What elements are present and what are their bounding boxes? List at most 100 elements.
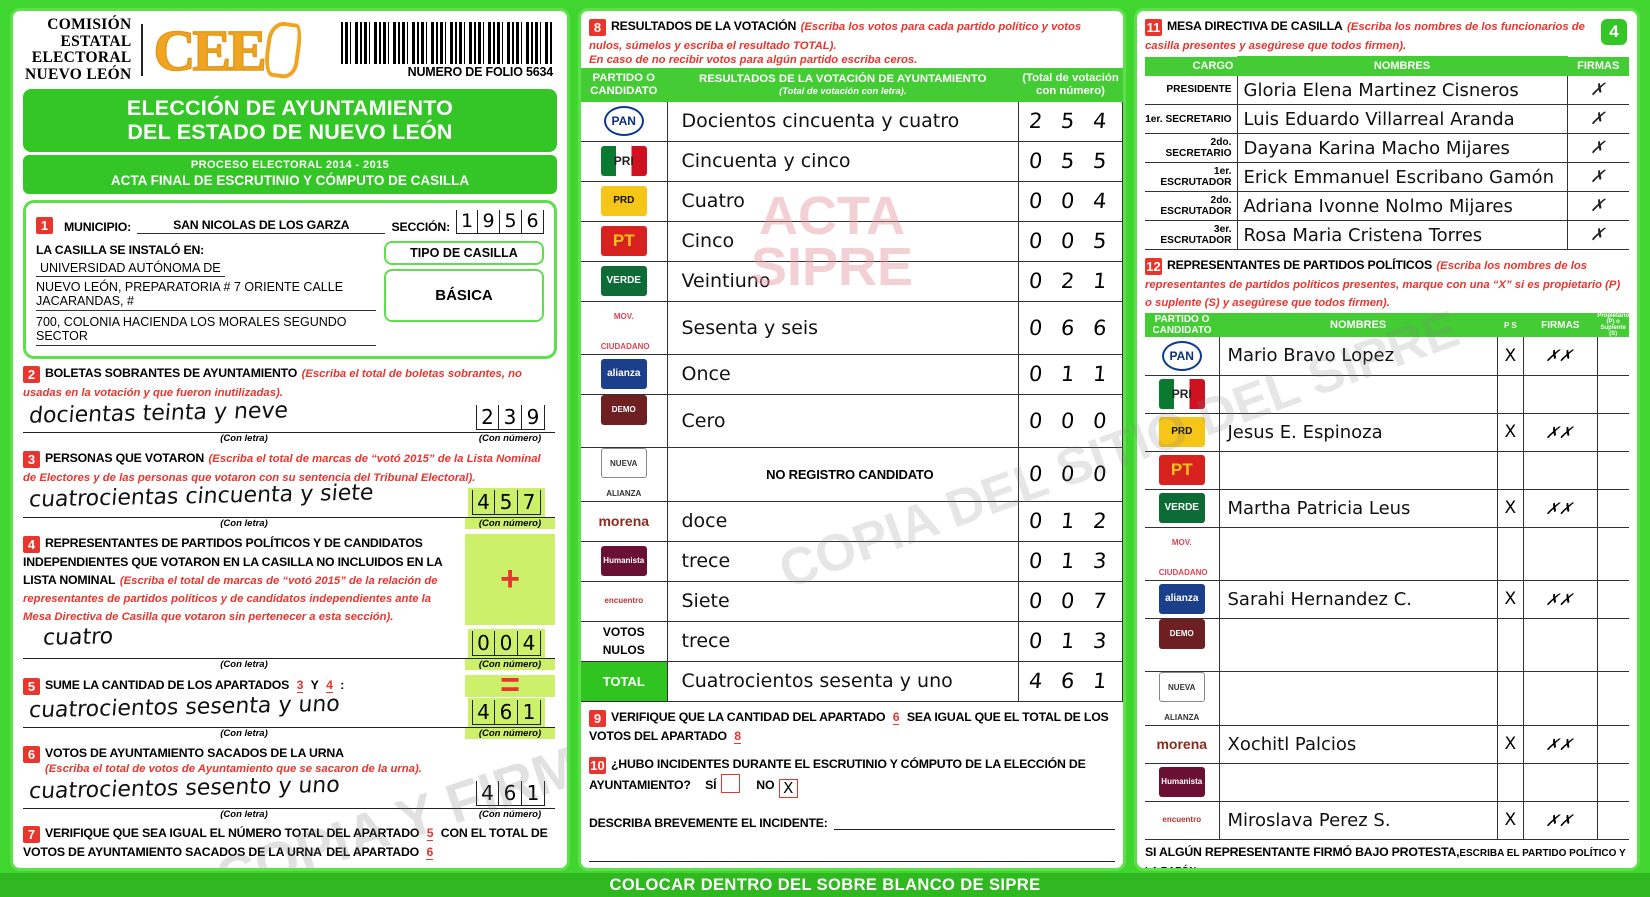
results-letters-cell[interactable]: trece [666, 540, 1019, 582]
rep-firma-cell[interactable]: ✗✗ [1522, 725, 1598, 764]
rep-extra-cell[interactable] [1596, 451, 1629, 490]
rep-ps-cell[interactable] [1496, 375, 1524, 414]
rep-firma-cell[interactable] [1522, 527, 1598, 581]
results-letters-cell[interactable]: Cincuenta y cinco [666, 140, 1019, 182]
rep-nombre-cell[interactable]: Sarahi Hernandez C. [1219, 580, 1498, 619]
rep-ps-cell[interactable] [1496, 451, 1524, 490]
rep-ps-cell[interactable] [1496, 527, 1524, 581]
domicilio-line-2[interactable]: NUEVO LEÓN, PREPARATORIA # 7 ORIENTE CAL… [36, 280, 376, 311]
results-number-cell[interactable]: 0 0 4 [1018, 180, 1123, 222]
rep-nombre-cell[interactable]: Mario Bravo Lopez [1219, 337, 1498, 376]
results-letters-cell[interactable]: Docientos cincuenta y cuatro [666, 100, 1019, 142]
tipo-casilla-value[interactable]: BÁSICA [384, 268, 544, 322]
rep-ps-cell[interactable]: X [1496, 337, 1524, 376]
describa-input[interactable] [833, 814, 1115, 830]
rep-nombre-cell[interactable] [1219, 763, 1498, 802]
results-number-cell[interactable]: 0 0 5 [1018, 220, 1123, 262]
results-letters-cell[interactable]: Once [666, 353, 1019, 395]
rep-ps-cell[interactable] [1496, 671, 1524, 726]
mesa-nombre[interactable]: Gloria Elena Martinez Cisneros [1237, 75, 1567, 105]
rep-ps-cell[interactable]: X [1496, 801, 1524, 840]
rep-extra-cell[interactable] [1596, 618, 1629, 672]
rep-firma-cell[interactable]: ✗✗ [1522, 413, 1598, 452]
results-number-cell[interactable]: 0 5 5 [1018, 140, 1123, 182]
section-4-digits[interactable]: 0 0 4 [468, 628, 545, 658]
results-letters-cell[interactable]: Siete [666, 580, 1019, 622]
rep-extra-cell[interactable] [1596, 763, 1629, 802]
rep-extra-cell[interactable] [1596, 801, 1629, 840]
rep-firma-cell[interactable] [1522, 671, 1598, 726]
results-number-cell[interactable]: 2 5 4 [1018, 100, 1123, 142]
section-3-digits[interactable]: 4 5 7 [468, 487, 545, 517]
mesa-nombre[interactable]: Luis Eduardo Villarreal Aranda [1237, 104, 1567, 134]
seccion-digits[interactable]: 1 9 5 6 [456, 209, 544, 234]
rep-ps-cell[interactable]: X [1496, 580, 1524, 619]
rep-firma-cell[interactable] [1522, 375, 1598, 414]
results-number-cell[interactable]: 0 6 6 [1018, 300, 1123, 355]
rep-extra-cell[interactable] [1596, 527, 1629, 581]
results-number-cell[interactable]: 0 0 0 [1018, 393, 1123, 448]
results-number-cell[interactable]: 0 1 3 [1018, 620, 1123, 662]
mesa-firma[interactable]: ✗ [1566, 220, 1629, 250]
section-5-digits[interactable]: 4 6 1 [468, 697, 545, 727]
rep-extra-cell[interactable] [1596, 375, 1629, 414]
rep-nombre-cell[interactable] [1219, 451, 1498, 490]
rep-firma-cell[interactable] [1522, 451, 1598, 490]
rep-nombre-cell[interactable] [1219, 671, 1498, 726]
results-letters-cell[interactable]: doce [666, 500, 1019, 542]
rep-ps-cell[interactable]: X [1496, 489, 1524, 528]
mesa-firma[interactable]: ✗ [1566, 191, 1629, 221]
rep-firma-cell[interactable] [1522, 763, 1598, 802]
section-2-digits[interactable]: 2 3 9 [476, 404, 545, 430]
results-number-cell[interactable]: 4 6 1 [1018, 660, 1123, 702]
rep-firma-cell[interactable]: ✗✗ [1522, 580, 1598, 619]
rep-extra-cell[interactable] [1596, 580, 1629, 619]
results-number-cell[interactable]: 0 2 1 [1018, 260, 1123, 302]
rep-extra-cell[interactable] [1596, 337, 1629, 376]
results-letters-cell[interactable]: NO REGISTRO CANDIDATO [666, 446, 1019, 502]
results-letters-cell[interactable]: Cinco [666, 220, 1019, 262]
si-checkbox[interactable] [720, 773, 740, 793]
results-letters-cell[interactable]: Cuatro [666, 180, 1019, 222]
rep-extra-cell[interactable] [1596, 725, 1629, 764]
rep-ps-cell[interactable] [1496, 618, 1524, 672]
rep-nombre-cell[interactable] [1219, 375, 1498, 414]
mesa-nombre[interactable]: Dayana Karina Macho Mijares [1237, 133, 1567, 163]
rep-nombre-cell[interactable]: Xochitl Palcios [1219, 725, 1498, 764]
rep-nombre-cell[interactable] [1219, 618, 1498, 672]
results-number-cell[interactable]: 0 0 7 [1018, 580, 1123, 622]
mesa-nombre[interactable]: Erick Emmanuel Escribano Gamón [1237, 162, 1567, 192]
rep-extra-cell[interactable] [1596, 413, 1629, 452]
results-letters-cell[interactable]: Cero [666, 393, 1019, 448]
mesa-nombre[interactable]: Rosa Maria Cristena Torres [1237, 220, 1567, 250]
domicilio-line-3[interactable]: 700, COLONIA HACIENDA LOS MORALES SEGUND… [36, 315, 376, 346]
no-checkbox[interactable]: X [778, 778, 798, 798]
section-6-digits[interactable]: 4 6 1 [476, 780, 545, 806]
describa-input-line2[interactable] [589, 840, 1115, 862]
section-2-handwritten[interactable]: docientas teinta y neve [27, 398, 290, 429]
rep-ps-cell[interactable]: X [1496, 413, 1524, 452]
mesa-firma[interactable]: ✗ [1566, 104, 1629, 134]
rep-firma-cell[interactable]: ✗✗ [1522, 489, 1598, 528]
results-letters-cell[interactable]: trece [666, 620, 1019, 662]
rep-extra-cell[interactable] [1596, 489, 1629, 528]
mesa-firma[interactable]: ✗ [1566, 162, 1629, 192]
results-letters-cell[interactable]: Sesenta y seis [666, 300, 1019, 355]
section-5-handwritten[interactable]: cuatrocientos sesenta y uno [27, 691, 341, 724]
rep-nombre-cell[interactable]: Jesus E. Espinoza [1219, 413, 1498, 452]
mesa-nombre[interactable]: Adriana Ivonne Nolmo Mijares [1237, 191, 1567, 221]
mesa-firma[interactable]: ✗ [1566, 75, 1629, 105]
rep-ps-cell[interactable]: X [1496, 725, 1524, 764]
results-number-cell[interactable]: 0 0 0 [1018, 446, 1123, 502]
domicilio-line-1[interactable]: UNIVERSIDAD AUTÓNOMA DE [36, 261, 225, 277]
rep-firma-cell[interactable]: ✗✗ [1522, 801, 1598, 840]
rep-ps-cell[interactable] [1496, 763, 1524, 802]
results-letters-cell[interactable]: Cuatrocientos sesenta y uno [666, 660, 1019, 702]
rep-firma-cell[interactable]: ✗✗ [1522, 337, 1598, 376]
results-number-cell[interactable]: 0 1 1 [1018, 353, 1123, 395]
rep-extra-cell[interactable] [1596, 671, 1629, 726]
results-number-cell[interactable]: 0 1 2 [1018, 500, 1123, 542]
section-4-handwritten[interactable]: cuatro [41, 624, 115, 651]
rep-nombre-cell[interactable]: Martha Patricia Leus [1219, 489, 1498, 528]
section-6-handwritten[interactable]: cuatrocientos sesento y uno [27, 772, 341, 805]
